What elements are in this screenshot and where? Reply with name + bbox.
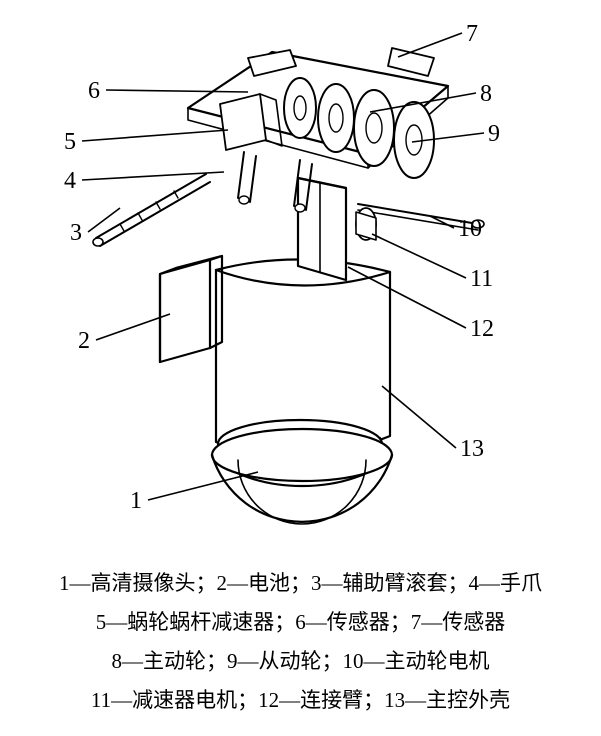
part-label-2: 2 bbox=[78, 328, 90, 355]
legend-block: 1—高清摄像头；2—电池；3—辅助臂滚套；4—手爪 5—蜗轮蜗杆减速器；6—传感… bbox=[0, 560, 601, 719]
legend-line: 1—高清摄像头；2—电池；3—辅助臂滚套；4—手爪 bbox=[0, 564, 601, 603]
diagram-figure: 1 2 3 4 5 6 7 8 9 10 11 12 13 bbox=[0, 0, 601, 560]
part-label-8: 8 bbox=[480, 81, 492, 108]
part-label-12: 12 bbox=[470, 316, 494, 343]
legend-line: 5—蜗轮蜗杆减速器；6—传感器；7—传感器 bbox=[0, 603, 601, 642]
legend-line: 11—减速器电机；12—连接臂；13—主控外壳 bbox=[0, 681, 601, 720]
part-label-13: 13 bbox=[460, 436, 484, 463]
part-label-5: 5 bbox=[64, 129, 76, 156]
part-label-9: 9 bbox=[488, 121, 500, 148]
part-label-10: 10 bbox=[458, 216, 482, 243]
part-label-7: 7 bbox=[466, 21, 478, 48]
part-label-1: 1 bbox=[130, 488, 142, 515]
part-label-11: 11 bbox=[470, 266, 493, 293]
part-label-4: 4 bbox=[64, 168, 76, 195]
part-label-6: 6 bbox=[88, 78, 100, 105]
part-label-3: 3 bbox=[70, 220, 82, 247]
legend-line: 8—主动轮；9—从动轮；10—主动轮电机 bbox=[0, 642, 601, 681]
